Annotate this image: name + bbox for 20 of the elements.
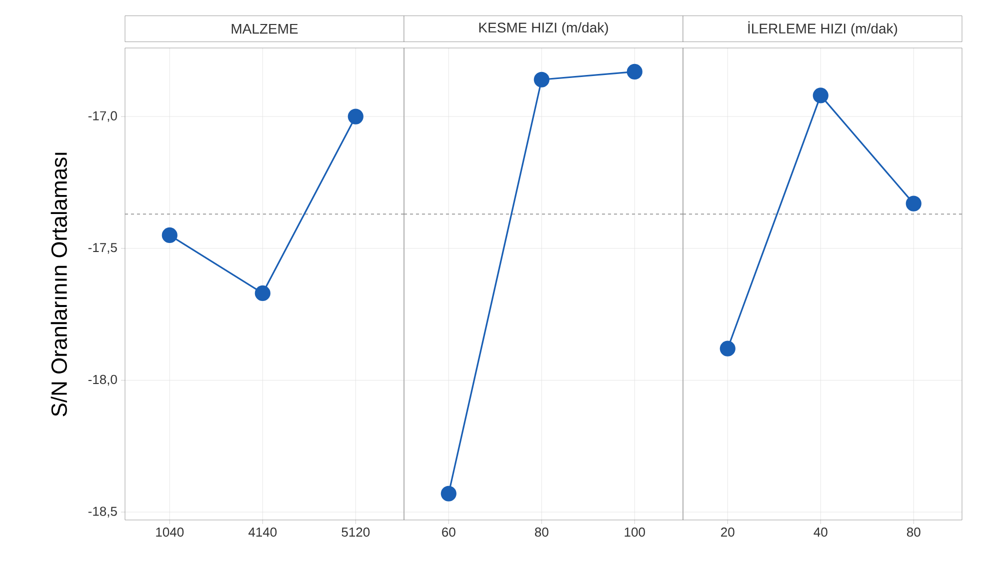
y-tick-label: -17,5 — [88, 243, 117, 254]
point — [348, 108, 364, 124]
x-tick-label: 80 — [534, 528, 548, 537]
point — [162, 227, 178, 244]
x-tick-label: 20 — [721, 528, 734, 537]
y-tick-label: -18,0 — [88, 374, 117, 386]
y-axis-title: S/N Oranlarının Ortalaması — [50, 152, 67, 416]
x-tick-label: 5120 — [342, 528, 370, 537]
y-tick-label: -17,0 — [88, 111, 117, 122]
point — [254, 285, 270, 302]
x-tick-label: 100 — [624, 528, 645, 537]
chart-title: İLERLEME HIZI (m/dak) — [748, 21, 898, 36]
x-tick-label: 1040 — [156, 528, 184, 537]
y-tick-label: -18,5 — [88, 506, 117, 518]
x-tick-label: 60 — [442, 528, 456, 537]
x-tick-label: 80 — [906, 528, 920, 537]
chart-title: MALZEME — [232, 24, 298, 34]
chart-title: KESME HIZI (m/dak) — [479, 22, 608, 36]
x-tick-label: 4140 — [248, 528, 277, 537]
x-tick-label: 40 — [814, 528, 828, 537]
